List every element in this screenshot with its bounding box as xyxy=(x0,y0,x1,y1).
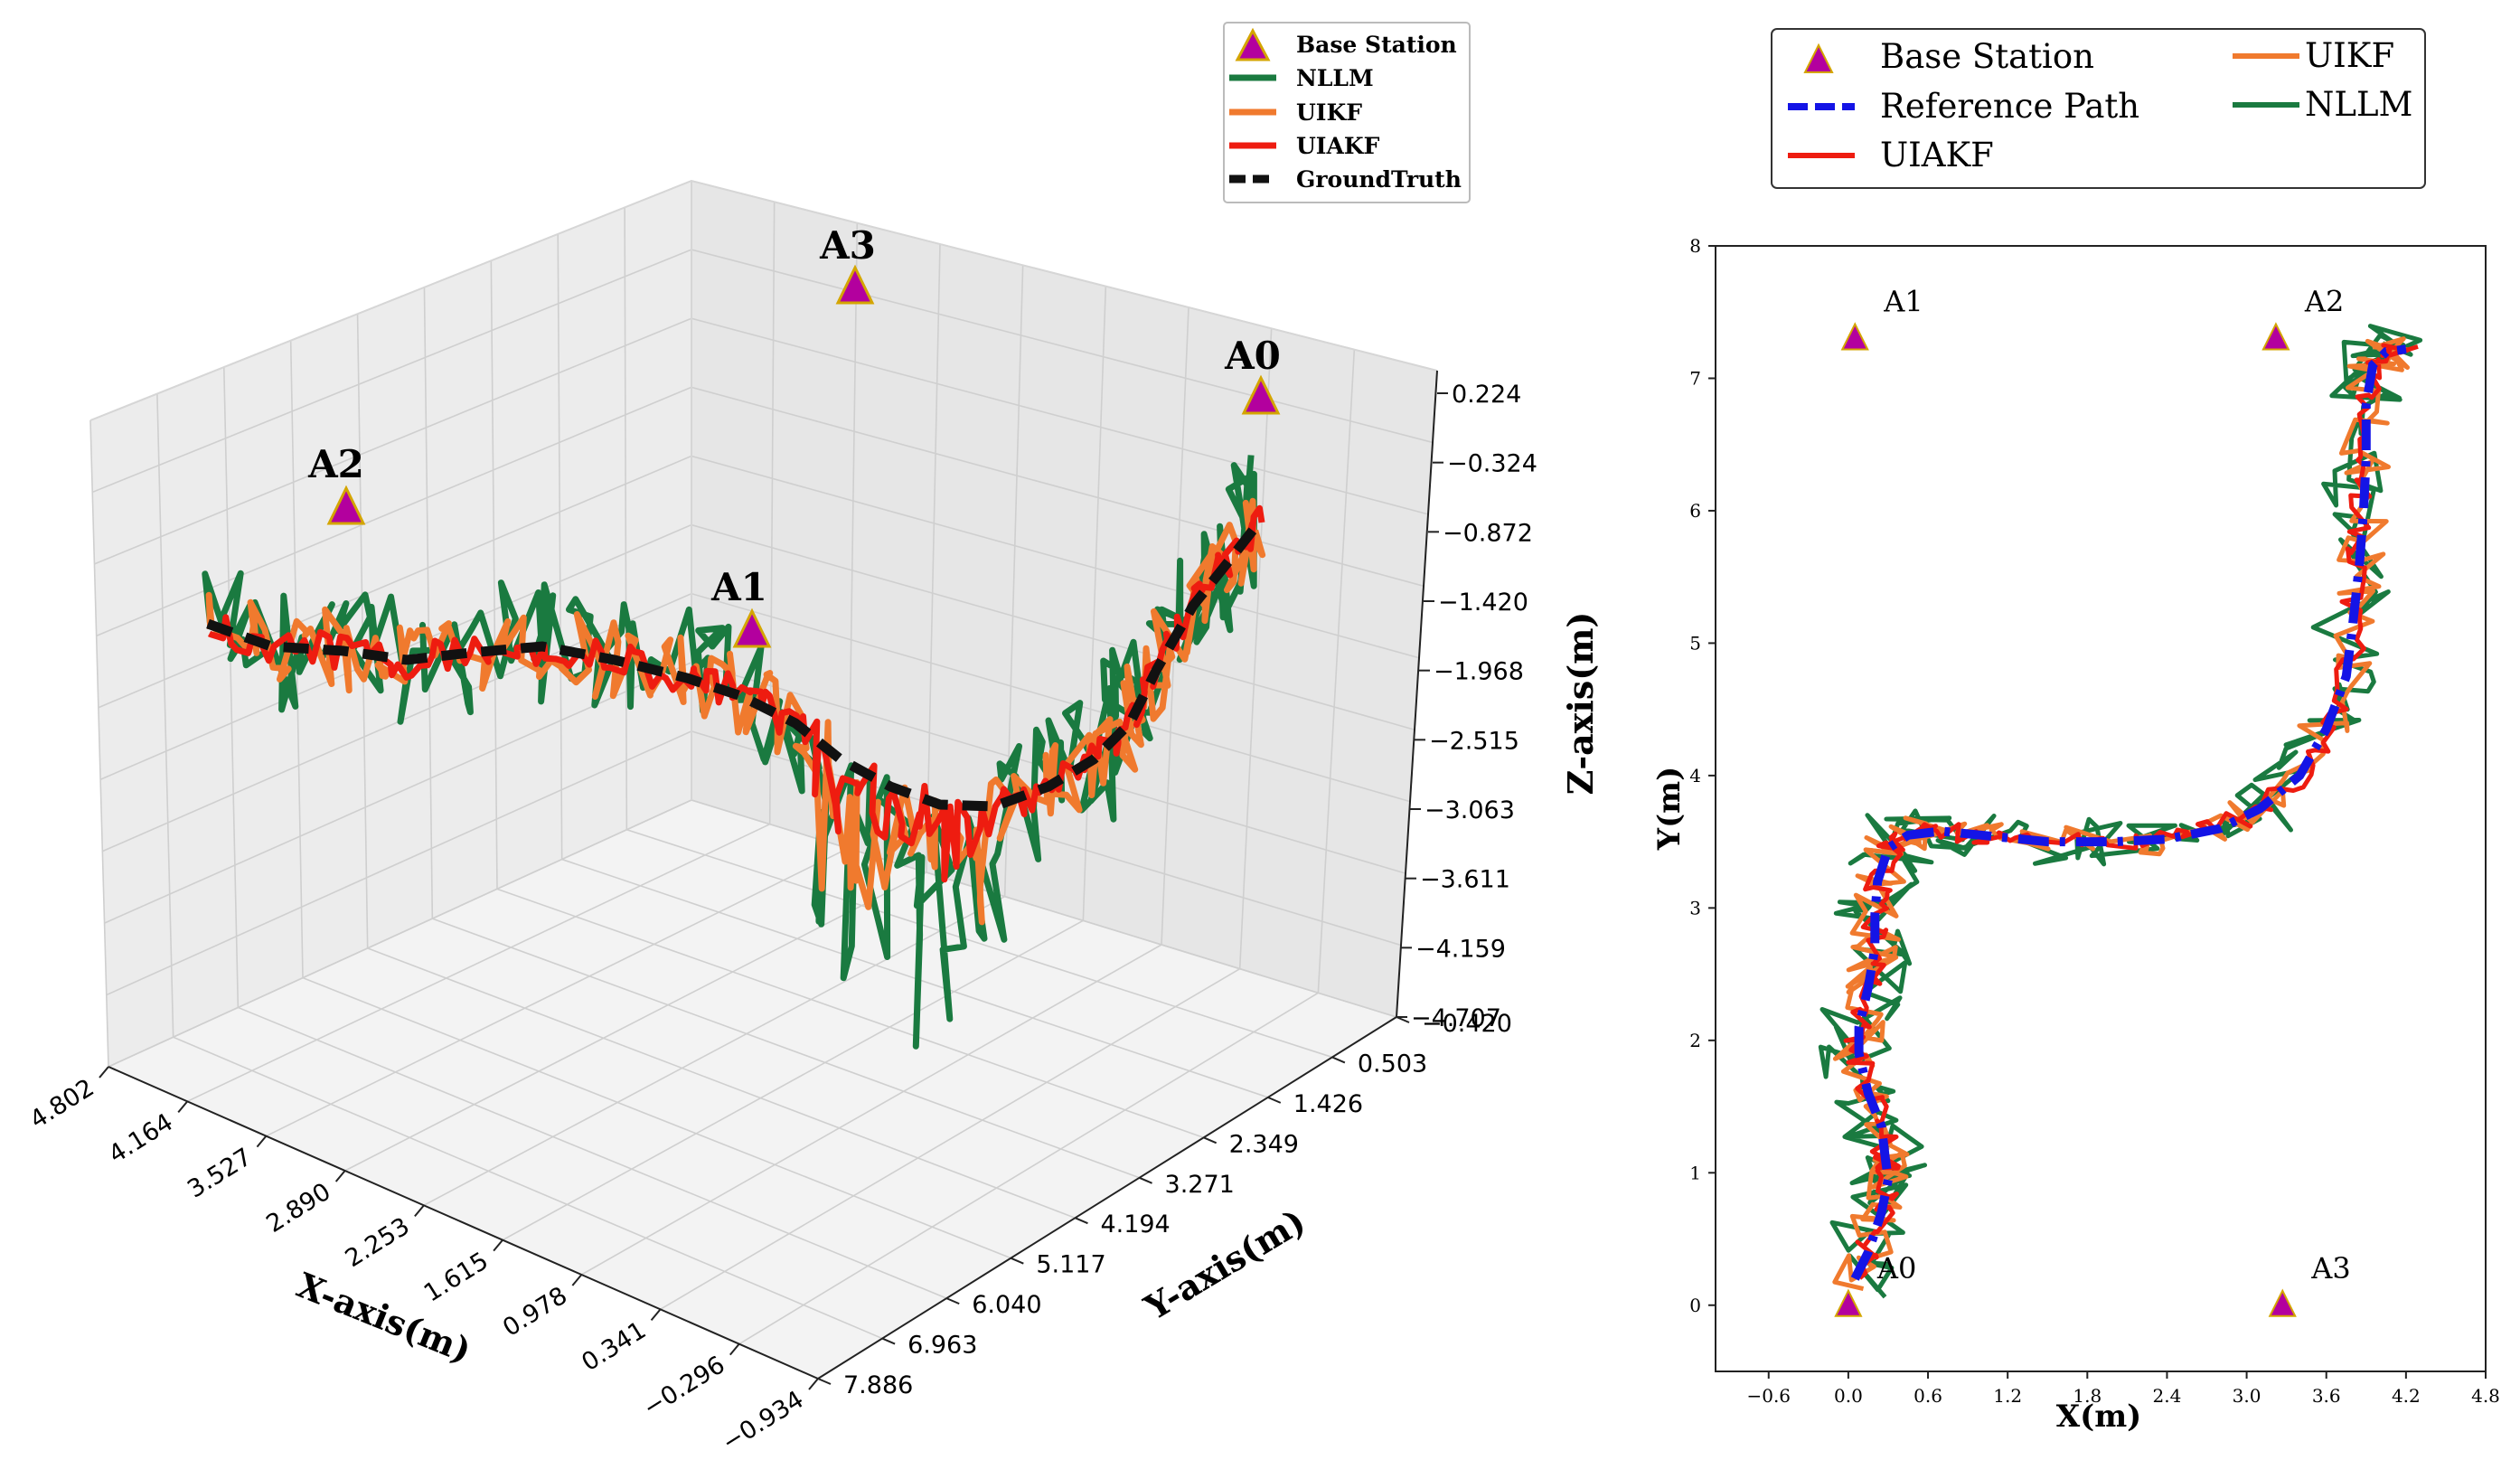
y-tick-label-2d: 8 xyxy=(1689,235,1701,257)
z-axis-label: Z-axis(m) xyxy=(1560,612,1601,796)
x-tick-label-3d: 2.890 xyxy=(261,1178,335,1239)
y-tick-label-2d: 4 xyxy=(1689,765,1701,787)
x-axis-line xyxy=(108,1066,819,1380)
x-tick-label-2d: −0.6 xyxy=(1746,1385,1791,1407)
legend-3d-box xyxy=(1223,22,1471,203)
anchor-a1-marker xyxy=(732,608,772,648)
plot-2d-frame xyxy=(1715,245,2487,1372)
x-tick-label-2d: 4.2 xyxy=(2392,1385,2421,1407)
y-axis-line xyxy=(817,1016,1397,1380)
x-tick-label-3d: 4.164 xyxy=(104,1108,178,1169)
z-tick-label-3d: −4.707 xyxy=(1411,1004,1501,1032)
y-tick-label-2d: 0 xyxy=(1689,1295,1701,1316)
anchor-a1-label-2d: A1 xyxy=(1883,285,1923,319)
anchor-a0-label-2d: A0 xyxy=(1876,1251,1916,1286)
x-tick-label-3d: 4.802 xyxy=(25,1074,99,1135)
z-axis-line xyxy=(1396,370,1438,1018)
plot-3d: 4.8024.1643.5272.8902.2531.6150.9780.341… xyxy=(25,22,1601,1457)
x-tick-label-2d: 3.6 xyxy=(2312,1385,2341,1407)
y-tick-label-3d: 4.194 xyxy=(1100,1210,1170,1239)
legend-2d-base-station: Base Station xyxy=(1880,37,2094,76)
z-tick-label-3d: −3.611 xyxy=(1420,866,1510,894)
x-tick-label-2d: 4.8 xyxy=(2471,1385,2500,1407)
anchor-a2-marker xyxy=(326,485,366,525)
z-tick-label-3d: −3.063 xyxy=(1425,796,1515,824)
x-axis-label-2d: X(m) xyxy=(2056,1399,2142,1435)
x-tick-label-3d: 2.253 xyxy=(341,1212,415,1273)
y-tick-label-3d: 0.503 xyxy=(1358,1050,1427,1078)
x-tick-label-2d: 3.0 xyxy=(2233,1385,2261,1407)
y-tick-label-2d: 1 xyxy=(1689,1162,1701,1183)
x-tick-label-2d: 1.8 xyxy=(2073,1385,2102,1407)
z-tick-label-3d: −1.420 xyxy=(1438,589,1528,617)
legend-3d-uiakf: UIAKF xyxy=(1296,133,1380,159)
y-tick-label-3d: 1.426 xyxy=(1293,1090,1363,1118)
legend-2d-box xyxy=(1771,28,2426,189)
x-tick-label-3d: 0.341 xyxy=(577,1316,651,1377)
x-tick-label-2d: 1.2 xyxy=(1993,1385,2022,1407)
legend-2d-base-station-marker xyxy=(1803,42,1834,73)
y-tick-label-2d: 5 xyxy=(1689,632,1701,654)
y-tick-label-2d: 3 xyxy=(1689,897,1701,918)
y-tick-label-3d: 6.040 xyxy=(972,1291,1041,1319)
anchor-a1-marker-2d xyxy=(1840,322,1869,351)
y-tick-label-3d: −0.420 xyxy=(1422,1010,1512,1038)
legend-3d-uikf: UIKF xyxy=(1296,99,1362,126)
z-tick-label-3d: −0.872 xyxy=(1443,519,1533,547)
y-tick-label-3d: 5.117 xyxy=(1036,1251,1105,1279)
plot-2d: Base Station Reference Path UIAKF UIKF N… xyxy=(1651,28,2500,1435)
legend-3d: Base Station NLLM UIKF UIAKF GroundTruth xyxy=(1223,22,1471,203)
floor-pane xyxy=(108,800,1396,1379)
anchors-3d: A3 A0 A2 A1 xyxy=(307,223,1281,648)
anchor-a2-marker-2d xyxy=(2261,322,2290,351)
legend-2d: Base Station Reference Path UIAKF UIKF N… xyxy=(1771,28,2426,189)
x-tick-label-2d: 0.6 xyxy=(1914,1385,1942,1407)
anchors-2d: A1 A2 A0 A3 xyxy=(1834,285,2351,1317)
x-tick-label-3d: 1.615 xyxy=(419,1247,494,1307)
legend-3d-groundtruth: GroundTruth xyxy=(1296,166,1462,193)
anchor-a3-marker xyxy=(835,264,875,305)
x-tick-label-3d: 0.978 xyxy=(498,1282,572,1342)
series-reference-path xyxy=(1850,344,2407,1281)
anchor-a0-label: A0 xyxy=(1224,334,1281,378)
y-tick-label-2d: 2 xyxy=(1689,1030,1701,1051)
x-tick-label-2d: 2.4 xyxy=(2153,1385,2182,1407)
legend-3d-base-station-marker xyxy=(1235,27,1271,61)
y-tick-label-2d: 7 xyxy=(1689,367,1701,389)
legend-2d-uiakf: UIAKF xyxy=(1880,136,1994,174)
ticks-2d: −0.6 0.0 0.6 1.2 1.8 2.4 3.0 3.6 4.2 4.8 0 1 2 3 4 5 6 7 8 xyxy=(1689,235,2500,1407)
anchor-a3-label-2d: A3 xyxy=(2310,1251,2350,1286)
series-uiakf-3d xyxy=(207,504,1265,883)
y-tick-label-3d: 7.886 xyxy=(843,1371,913,1399)
z-tick-label-3d: −2.515 xyxy=(1429,727,1519,755)
y-axis-label-2d: Y(m) xyxy=(1651,767,1688,851)
back-left-pane xyxy=(90,181,691,1067)
x-tick-label-3d: 3.527 xyxy=(183,1143,257,1203)
y-tick-label-3d: 2.349 xyxy=(1229,1130,1299,1158)
y-tick-label-3d: 6.963 xyxy=(907,1332,977,1360)
z-tick-label-3d: −0.324 xyxy=(1447,450,1537,478)
anchor-a1-label: A1 xyxy=(710,565,767,609)
anchor-a3-label: A3 xyxy=(819,223,876,268)
x-tick-label-3d: −0.934 xyxy=(718,1386,809,1457)
anchor-a3-marker-2d xyxy=(2268,1288,2297,1317)
legend-2d-reference-path: Reference Path xyxy=(1880,87,2139,126)
legend-3d-base-station: Base Station xyxy=(1296,32,1457,58)
x-tick-label-3d: −0.296 xyxy=(638,1351,729,1422)
z-tick-label-3d: −1.968 xyxy=(1434,658,1524,686)
anchor-a2-label: A2 xyxy=(307,442,364,486)
anchor-a0-marker xyxy=(1241,374,1281,415)
z-tick-label-3d: 0.224 xyxy=(1452,381,1521,409)
y-tick-label-3d: 3.271 xyxy=(1165,1171,1235,1199)
anchor-a2-label-2d: A2 xyxy=(2304,285,2344,319)
legend-2d-nllm: NLLM xyxy=(2305,85,2412,124)
legend-3d-nllm: NLLM xyxy=(1296,65,1374,91)
legend-2d-uikf: UIKF xyxy=(2305,36,2394,75)
anchor-a0-marker-2d xyxy=(1834,1288,1863,1317)
z-tick-label-3d: −4.159 xyxy=(1415,935,1506,963)
y-tick-label-2d: 6 xyxy=(1689,500,1701,522)
x-tick-label-2d: 0.0 xyxy=(1834,1385,1863,1407)
